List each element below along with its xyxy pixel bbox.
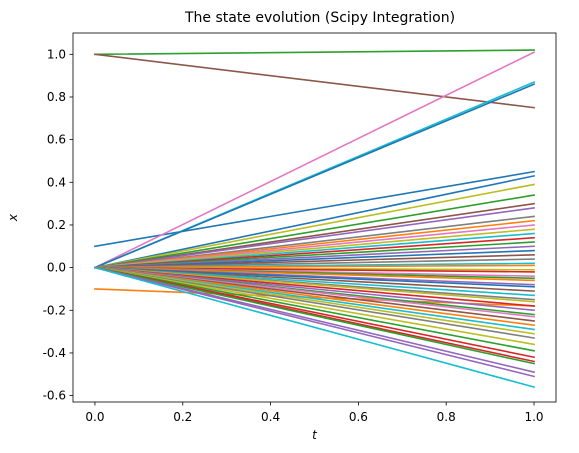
x-tick-label-1: 0.2 — [173, 410, 192, 424]
series-line-9 — [94, 194, 535, 269]
y-axis-title: x — [6, 213, 20, 222]
series-line-6 — [93, 83, 536, 269]
x-tick-label-3: 0.6 — [349, 410, 368, 424]
y-tick-label-5: 0.4 — [47, 175, 66, 189]
series-line-44 — [94, 266, 535, 339]
series-line-0 — [94, 170, 535, 248]
series-line-3 — [94, 53, 535, 109]
series-layer — [93, 49, 536, 389]
chart-title: The state evolution (Scipy Integration) — [184, 10, 455, 26]
x-axis-title: t — [312, 428, 318, 442]
x-tick-label-4: 0.8 — [437, 410, 456, 424]
y-tick-label-4: 0.2 — [47, 218, 66, 232]
series-line-7 — [94, 174, 535, 269]
x-tick-label-2: 0.4 — [261, 410, 280, 424]
series-line-2 — [94, 49, 535, 56]
x-tick-label-0: 0.0 — [85, 410, 104, 424]
series-line-4 — [93, 51, 536, 269]
y-tick-label-7: 0.8 — [47, 90, 66, 104]
series-line-8 — [94, 183, 535, 269]
series-line-49 — [93, 266, 536, 365]
y-tick-label-0: -0.6 — [43, 389, 66, 403]
y-tick-label-8: 1.0 — [47, 47, 66, 61]
series-line-45 — [94, 266, 535, 346]
y-tick-label-1: -0.4 — [43, 346, 66, 360]
y-tick-label-3: 0.0 — [47, 261, 66, 275]
axis-layer: 0.0 0.2 0.4 0.6 0.8 1.0 -0.6 -0.4 -0.2 0.0 0.2 0.4 0… — [43, 47, 544, 424]
series-line-46 — [94, 266, 535, 352]
x-tick-label-5: 1.0 — [524, 410, 543, 424]
plot-frame — [72, 32, 557, 403]
y-tick-label-6: 0.6 — [47, 133, 66, 147]
y-tick-label-2: -0.2 — [43, 303, 66, 317]
series-line-52 — [93, 266, 536, 389]
series-line-51 — [93, 266, 536, 378]
series-line-11 — [94, 206, 535, 269]
